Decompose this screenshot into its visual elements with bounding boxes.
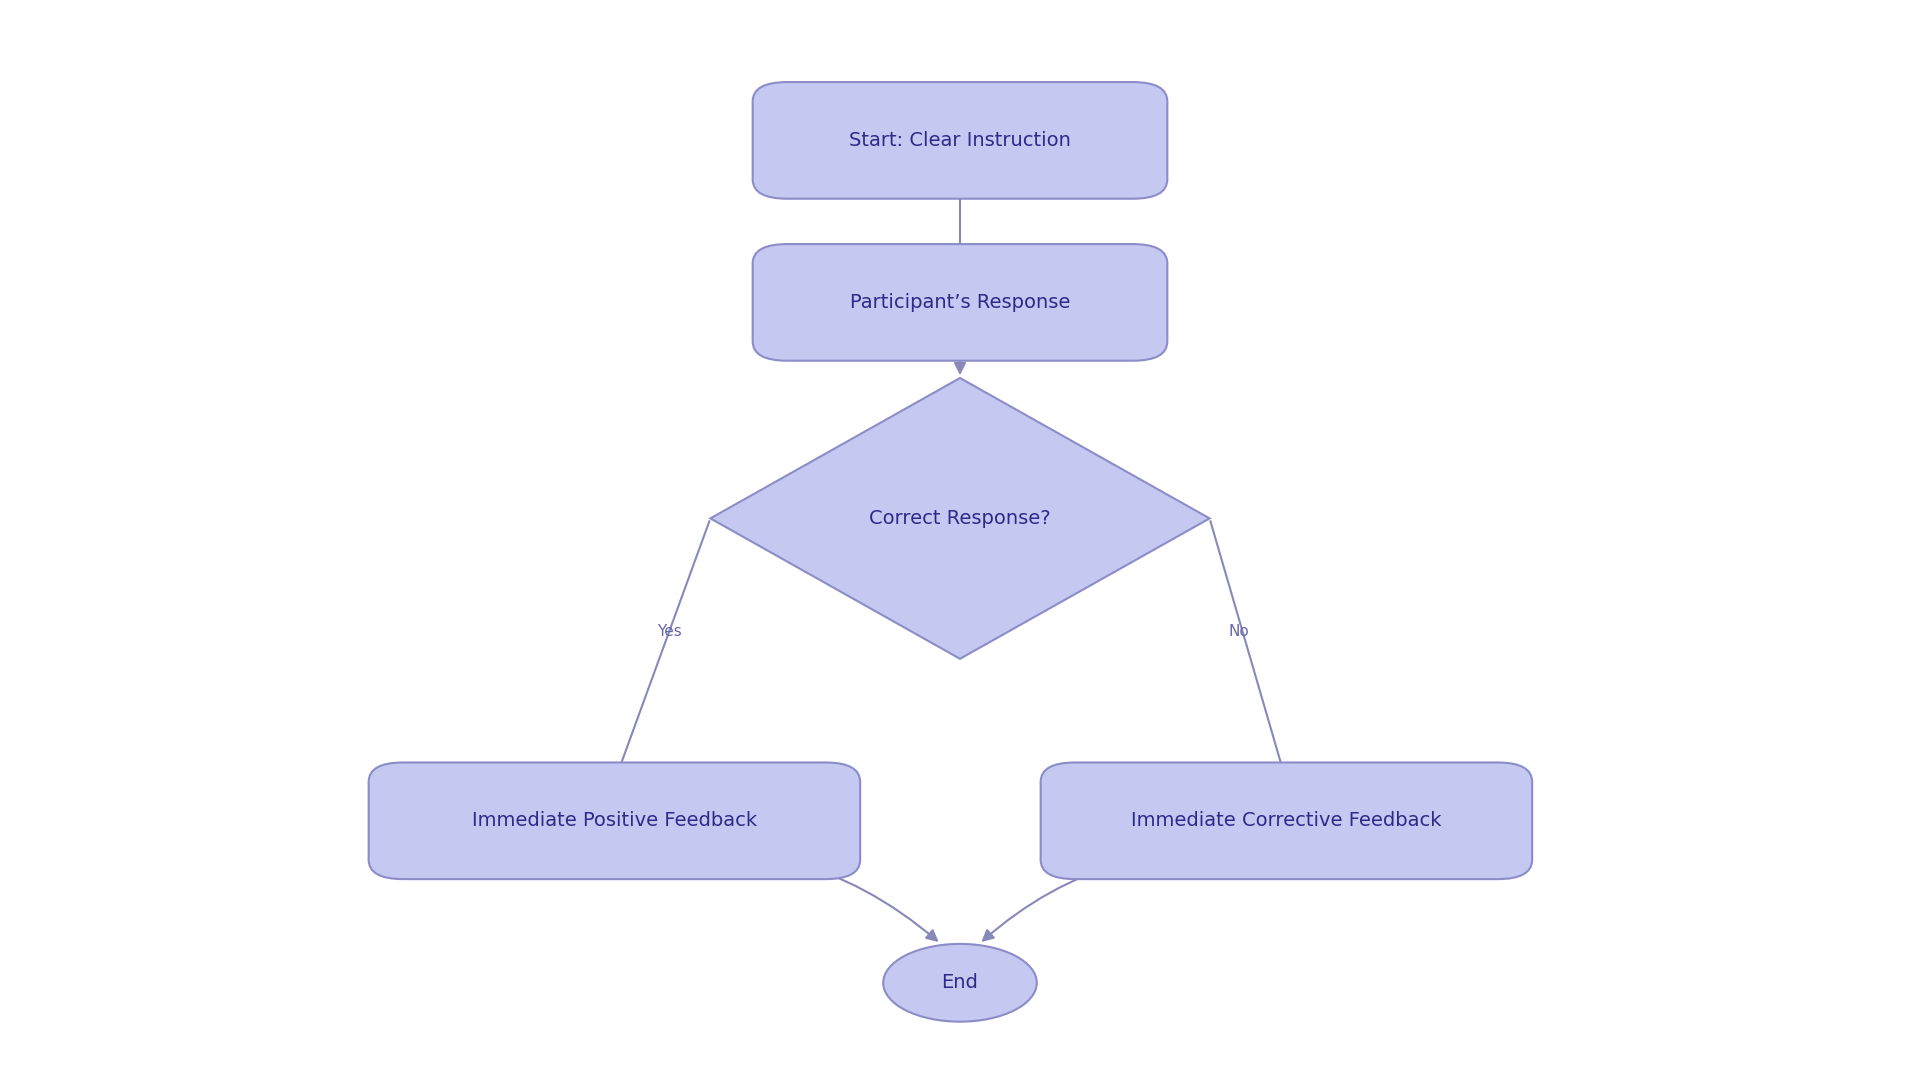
Text: Start: Clear Instruction: Start: Clear Instruction bbox=[849, 131, 1071, 150]
Text: End: End bbox=[941, 973, 979, 993]
FancyArrowPatch shape bbox=[616, 850, 937, 941]
Ellipse shape bbox=[883, 944, 1037, 1022]
FancyArrowPatch shape bbox=[983, 852, 1284, 941]
FancyBboxPatch shape bbox=[753, 82, 1167, 199]
Text: Correct Response?: Correct Response? bbox=[870, 509, 1050, 528]
Text: Yes: Yes bbox=[657, 624, 682, 639]
Text: No: No bbox=[1229, 624, 1250, 639]
FancyBboxPatch shape bbox=[753, 244, 1167, 361]
Text: Immediate Corrective Feedback: Immediate Corrective Feedback bbox=[1131, 811, 1442, 831]
FancyBboxPatch shape bbox=[1041, 762, 1532, 879]
Text: Participant’s Response: Participant’s Response bbox=[851, 293, 1069, 312]
Polygon shape bbox=[710, 378, 1210, 659]
FancyBboxPatch shape bbox=[369, 762, 860, 879]
Text: Immediate Positive Feedback: Immediate Positive Feedback bbox=[472, 811, 756, 831]
